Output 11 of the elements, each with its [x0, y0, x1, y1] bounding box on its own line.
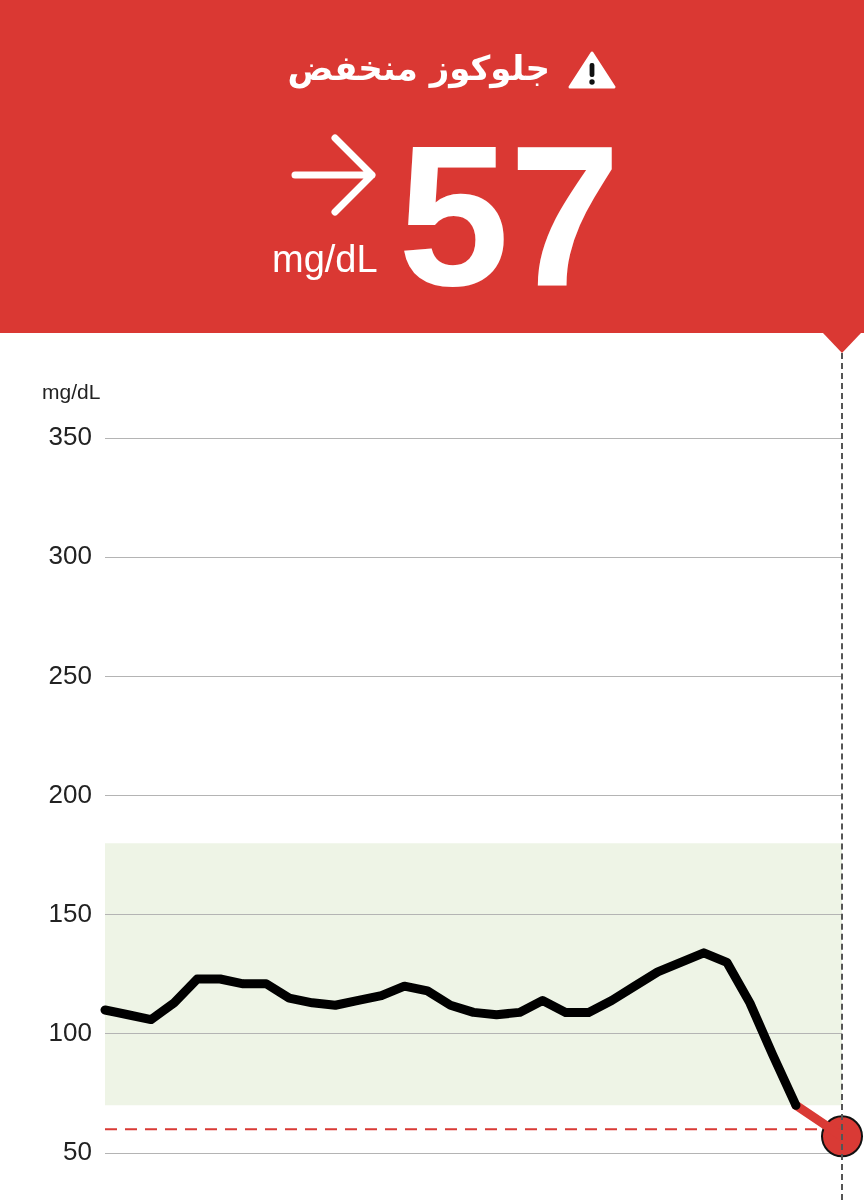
y-tick-label: 150 — [48, 897, 92, 928]
y-tick-label: 300 — [48, 540, 92, 571]
y-tick-label: 200 — [48, 778, 92, 809]
text: mg/dL — [272, 238, 378, 280]
y-tick-label: 350 — [48, 421, 92, 452]
y-tick-label: 250 — [48, 659, 92, 690]
text: 57 — [398, 104, 621, 327]
chart-title: جلوكوز منخفض — [287, 47, 550, 91]
y-axis-title: mg/dL — [42, 380, 101, 404]
y-tick-label: 100 — [48, 1017, 92, 1048]
y-tick-label: 50 — [63, 1136, 92, 1167]
